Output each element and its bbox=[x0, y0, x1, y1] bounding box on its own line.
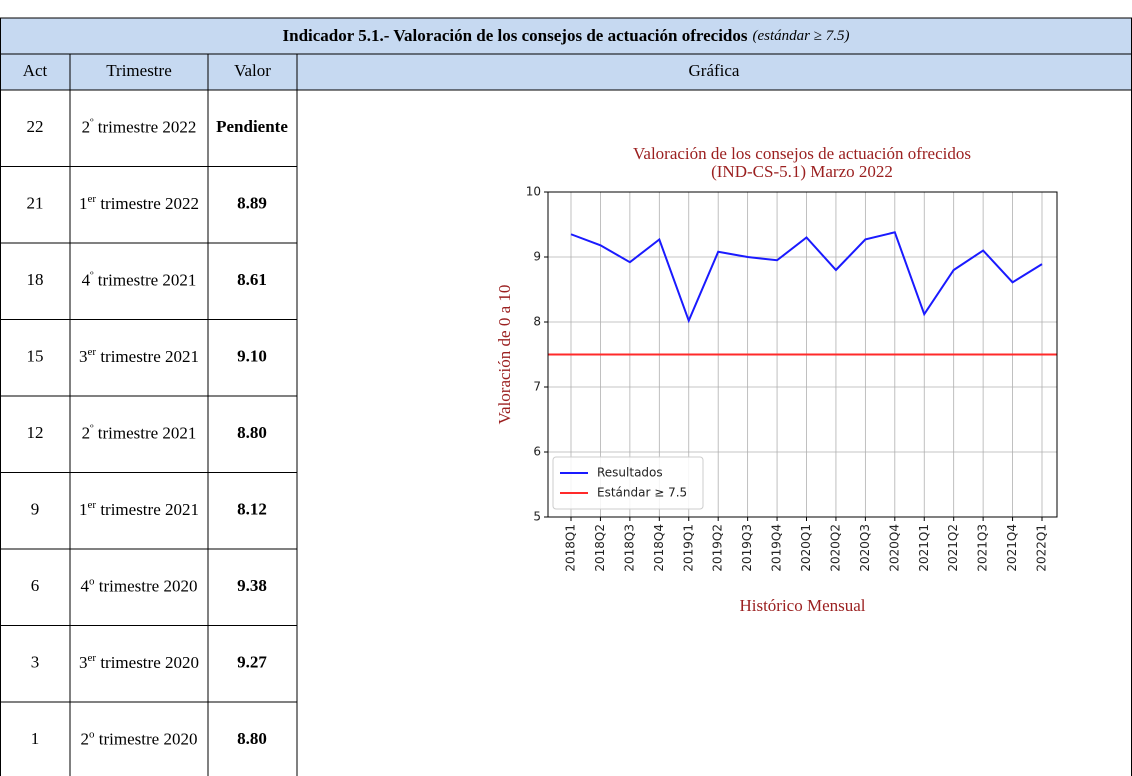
valor-cell: 9.27 bbox=[237, 653, 267, 672]
quarter-number: 2 bbox=[82, 423, 91, 442]
valor-cell: 8.61 bbox=[237, 270, 267, 289]
valor-cell: 8.12 bbox=[237, 500, 267, 519]
quarter-text: trimestre 2021 bbox=[94, 423, 197, 442]
valor-cell: 8.89 bbox=[237, 194, 267, 213]
ordinal-suffix: er bbox=[88, 345, 97, 357]
act-cell: 18 bbox=[27, 270, 44, 289]
valor-cell: 8.80 bbox=[237, 423, 267, 442]
quarter-number: 1 bbox=[79, 500, 88, 519]
ordinal-suffix: er bbox=[88, 192, 97, 204]
x-tick-label: 2020Q4 bbox=[887, 524, 901, 572]
act-cell: 21 bbox=[27, 194, 44, 213]
act-cell: 9 bbox=[31, 500, 40, 519]
trimestre-cell: 2º trimestre 2021 bbox=[82, 422, 197, 442]
trimestre-cell: 4º trimestre 2021 bbox=[82, 269, 197, 289]
x-tick-label: 2018Q4 bbox=[652, 524, 666, 572]
y-tick-label: 6 bbox=[533, 445, 541, 459]
ordinal-suffix: o bbox=[89, 728, 95, 740]
data-line bbox=[570, 231, 1043, 324]
quarter-number: 3 bbox=[79, 347, 88, 366]
quarter-number: 3 bbox=[79, 653, 88, 672]
column-header: Trimestre bbox=[106, 61, 172, 80]
act-cell: 3 bbox=[31, 653, 40, 672]
act-cell: 1 bbox=[31, 729, 40, 748]
x-tick-label: 2019Q4 bbox=[770, 524, 784, 572]
y-tick-label: 9 bbox=[533, 250, 541, 264]
x-tick-label: 2022Q1 bbox=[1035, 524, 1049, 572]
quarter-number: 4 bbox=[81, 576, 90, 595]
column-header: Act bbox=[23, 61, 48, 80]
x-tick-label: 2020Q3 bbox=[858, 524, 872, 572]
ordinal-suffix: º bbox=[90, 269, 94, 281]
trimestre-cell: 4o trimestre 2020 bbox=[81, 575, 198, 595]
chart-title: Valoración de los consejos de actuación … bbox=[633, 144, 971, 163]
ordinal-suffix: º bbox=[90, 116, 94, 128]
chart-title: (IND-CS-5.1) Marzo 2022 bbox=[711, 162, 893, 181]
x-tick-label: 2021Q1 bbox=[917, 524, 931, 572]
x-tick-label: 2018Q2 bbox=[593, 524, 607, 572]
x-tick-label: 2021Q4 bbox=[1005, 524, 1019, 572]
x-tick-label: 2020Q2 bbox=[828, 524, 842, 572]
ordinal-suffix: o bbox=[89, 575, 95, 587]
trimestre-cell: 2º trimestre 2022 bbox=[82, 116, 197, 136]
ordinal-suffix: er bbox=[88, 651, 97, 663]
trimestre-cell: 2o trimestre 2020 bbox=[81, 728, 198, 748]
valor-cell: 9.38 bbox=[237, 576, 267, 595]
title-note: (estándar ≥ 7.5) bbox=[753, 28, 850, 44]
quarter-text: trimestre 2021 bbox=[96, 347, 199, 366]
trimestre-cell: 3er trimestre 2020 bbox=[79, 651, 199, 671]
trimestre-cell: 1er trimestre 2022 bbox=[79, 192, 199, 212]
valor-cell: 9.10 bbox=[237, 347, 267, 366]
plot-frame bbox=[547, 191, 1058, 518]
quarter-text: trimestre 2020 bbox=[95, 576, 198, 595]
legend-box bbox=[552, 456, 704, 510]
x-tick-label: 2018Q1 bbox=[564, 524, 578, 572]
quarter-text: trimestre 2020 bbox=[96, 653, 199, 672]
act-cell: 22 bbox=[27, 117, 44, 136]
column-header: Gráfica bbox=[689, 61, 740, 80]
y-tick-label: 7 bbox=[533, 380, 541, 394]
x-tick-label: 2020Q1 bbox=[799, 524, 813, 572]
y-tick-label: 5 bbox=[533, 510, 541, 524]
ordinal-suffix: º bbox=[90, 422, 94, 434]
valor-cell: Pendiente bbox=[216, 117, 288, 136]
trimestre-cell: 3er trimestre 2021 bbox=[79, 345, 199, 365]
y-tick-label: 8 bbox=[533, 315, 541, 329]
x-tick-label: 2021Q2 bbox=[946, 524, 960, 572]
legend-label: Estándar ≥ 7.5 bbox=[597, 486, 687, 500]
x-tick-label: 2021Q3 bbox=[976, 524, 990, 572]
title-text: Indicador 5.1.- Valoración de los consej… bbox=[283, 26, 748, 45]
header-title: Indicador 5.1.- Valoración de los consej… bbox=[283, 26, 850, 45]
column-header: Valor bbox=[234, 61, 271, 80]
quarter-text: trimestre 2020 bbox=[95, 729, 198, 748]
quarter-text: trimestre 2021 bbox=[94, 270, 197, 289]
quarter-text: trimestre 2021 bbox=[96, 500, 199, 519]
act-cell: 15 bbox=[27, 347, 44, 366]
quarter-text: trimestre 2022 bbox=[94, 117, 197, 136]
legend-label: Resultados bbox=[597, 466, 663, 480]
quarter-number: 2 bbox=[81, 729, 90, 748]
quarter-number: 4 bbox=[82, 270, 91, 289]
act-cell: 12 bbox=[27, 423, 44, 442]
y-tick-label: 10 bbox=[526, 185, 541, 199]
act-cell: 6 bbox=[31, 576, 40, 595]
x-tick-label: 2019Q2 bbox=[711, 524, 725, 572]
x-tick-label: 2018Q3 bbox=[622, 524, 636, 572]
x-tick-label: 2019Q1 bbox=[681, 524, 695, 572]
y-axis-label: Valoración de 0 a 10 bbox=[495, 285, 514, 425]
quarter-number: 1 bbox=[79, 194, 88, 213]
x-tick-label: 2019Q3 bbox=[740, 524, 754, 572]
quarter-text: trimestre 2022 bbox=[96, 194, 199, 213]
x-axis-label: Histórico Mensual bbox=[739, 596, 865, 615]
valor-cell: 8.80 bbox=[237, 729, 267, 748]
quarter-number: 2 bbox=[82, 117, 91, 136]
ordinal-suffix: er bbox=[88, 498, 97, 510]
trimestre-cell: 1er trimestre 2021 bbox=[79, 498, 199, 518]
